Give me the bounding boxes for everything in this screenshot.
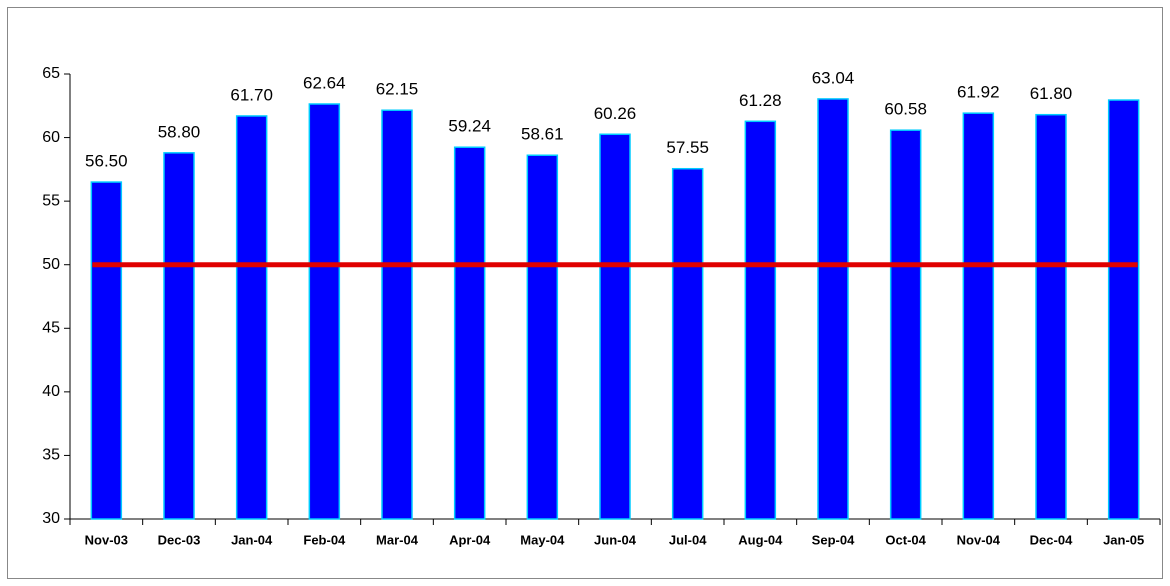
x-tick-label: Dec-04 [1030, 532, 1073, 547]
value-label: 62.15 [376, 80, 419, 99]
value-label: 63.04 [812, 68, 855, 87]
value-label: 58.61 [521, 125, 564, 144]
y-tick-label: 40 [42, 383, 60, 400]
x-tick-label: Feb-04 [303, 532, 346, 547]
value-label: 62.64 [303, 73, 346, 92]
bar [817, 98, 849, 520]
value-label: 61.92 [957, 83, 1000, 102]
y-tick-label: 55 [42, 192, 60, 209]
value-label: 57.55 [666, 138, 709, 157]
bar [381, 109, 413, 520]
bar [744, 120, 777, 520]
y-tick-label: 60 [42, 129, 60, 146]
value-label: 60.26 [594, 104, 637, 123]
bar [163, 152, 195, 520]
y-tick-label: 35 [42, 447, 60, 464]
bar [453, 146, 486, 520]
bar [1035, 113, 1067, 520]
bar [671, 167, 704, 520]
y-tick-label: 50 [42, 256, 60, 273]
y-tick-label: 45 [42, 320, 60, 337]
x-tick-label: Dec-03 [158, 532, 201, 547]
x-tick-label: Nov-04 [957, 532, 1001, 547]
x-tick-label: Oct-04 [885, 532, 926, 547]
y-tick-label: 30 [42, 510, 60, 527]
x-tick-label: Jan-04 [231, 532, 273, 547]
x-tick-label: Aug-04 [738, 532, 783, 547]
bar [962, 112, 995, 520]
x-tick-label: Apr-04 [449, 532, 491, 547]
value-label: 59.24 [448, 117, 491, 136]
y-tick-label: 65 [42, 65, 60, 82]
bar [308, 103, 341, 520]
x-tick-label: Jul-04 [669, 532, 707, 547]
bar [90, 181, 123, 520]
value-label: 60.58 [884, 100, 927, 119]
bar [889, 129, 922, 520]
x-tick-label: May-04 [520, 532, 565, 547]
x-tick-label: Jun-04 [594, 532, 637, 547]
value-label: 61.80 [1030, 84, 1073, 103]
bar [526, 154, 559, 520]
x-tick-label: Nov-03 [85, 532, 128, 547]
value-label: 61.28 [739, 91, 782, 110]
value-label: 58.80 [158, 122, 201, 141]
x-tick-label: Sep-04 [812, 532, 855, 547]
bar [599, 133, 631, 520]
value-label: 61.70 [230, 85, 273, 104]
bar [1107, 99, 1140, 520]
x-tick-label: Mar-04 [376, 532, 419, 547]
bar [235, 115, 268, 520]
value-label: 56.50 [85, 152, 128, 171]
x-tick-label: Jan-05 [1103, 532, 1144, 547]
